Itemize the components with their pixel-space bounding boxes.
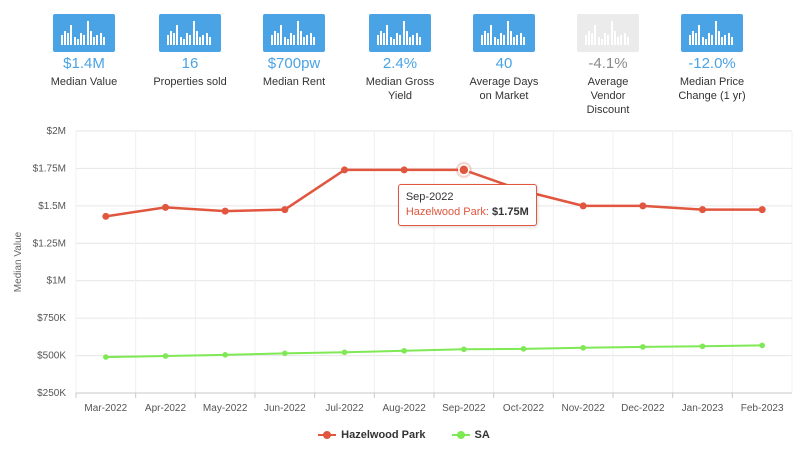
x-tick-label: Sep-2022 <box>442 403 486 414</box>
data-point <box>102 212 110 220</box>
data-point <box>162 203 169 211</box>
data-point <box>222 352 228 358</box>
x-tick-label: Aug-2022 <box>382 403 426 414</box>
y-tick-label: $500K <box>37 351 66 362</box>
legend-marker-icon <box>318 430 337 440</box>
y-tick-label: $250K <box>37 388 66 399</box>
data-point <box>461 346 467 353</box>
y-axis-title: Median Value <box>13 231 24 292</box>
data-point <box>580 344 586 351</box>
bar-chart-icon <box>263 14 325 52</box>
stat-label: Median Price Change (1 yr) <box>678 76 746 102</box>
bar-chart-icon <box>577 14 639 52</box>
data-point <box>758 206 766 214</box>
y-tick-label: $1.5M <box>38 201 66 212</box>
x-tick-label: Jun-2022 <box>264 403 306 414</box>
stat-value: 2.4% <box>382 55 418 72</box>
chart-legend: Hazelwood Park SA <box>0 429 808 441</box>
x-tick-label: Jan-2023 <box>682 403 724 414</box>
legend-label: SA <box>474 429 490 441</box>
bar-chart-icon <box>681 14 743 52</box>
bar-chart-icon <box>369 14 431 52</box>
stat-value: -4.1% <box>588 55 628 72</box>
data-point <box>639 202 647 210</box>
stats-bar: $1.4M Median Value 16 Properties sold $7… <box>0 0 808 116</box>
bar-chart-icon <box>53 14 115 52</box>
data-point <box>699 206 706 214</box>
x-tick-label: Dec-2022 <box>621 403 665 414</box>
line-chart: $250K $500K $750K $1M $1.25M $1.5M $1.75M $2M Ma… <box>13 126 793 414</box>
stat-label: Properties sold <box>153 76 227 88</box>
x-tick-label: Feb-2023 <box>741 403 784 414</box>
legend-item-sa[interactable]: SA <box>451 429 490 441</box>
stat-label: Median Rent <box>262 76 326 88</box>
stat-label: Average Days on Market <box>469 76 539 102</box>
series-line-0 <box>105 168 763 218</box>
legend-marker-icon <box>451 430 470 440</box>
stat-value: $700pw <box>267 55 321 72</box>
data-point <box>162 353 169 359</box>
series-line-1 <box>105 344 763 359</box>
stat-label: Average Vendor Discount <box>586 76 630 116</box>
tooltip-date: Sep-2022 <box>405 190 454 203</box>
stat-tile[interactable]: -4.1% Average Vendor Discount <box>556 14 660 117</box>
stat-tile[interactable]: 2.4% Median Gross Yield <box>348 14 452 103</box>
x-tick-label: Nov-2022 <box>561 403 605 414</box>
stat-value: -12.0% <box>688 55 736 72</box>
stat-value: $1.4M <box>63 55 105 72</box>
legend-item-hazelwood-park[interactable]: Hazelwood Park <box>318 429 426 441</box>
x-tick-label: Mar-2022 <box>84 403 127 414</box>
stat-value: 16 <box>181 55 199 72</box>
stat-tile[interactable]: 16 Properties sold <box>138 14 242 89</box>
data-point <box>341 349 348 356</box>
stat-tile[interactable]: $700pw Median Rent <box>242 14 346 89</box>
x-tick-label: Jul-2022 <box>325 403 364 414</box>
y-tick-label: $1M <box>47 276 66 287</box>
y-tick-label: $750K <box>37 313 66 324</box>
data-point <box>401 347 407 354</box>
data-point <box>221 207 229 215</box>
stat-tile[interactable]: -12.0% Median Price Change (1 yr) <box>660 14 764 103</box>
y-tick-label: $1.75M <box>33 163 66 174</box>
x-tick-label: May-2022 <box>203 403 248 414</box>
data-point <box>400 166 408 174</box>
stat-tile[interactable]: 40 Average Days on Market <box>452 14 556 103</box>
tooltip-series: Hazelwood Park <box>405 205 486 218</box>
y-tick-label: $1.25M <box>33 238 66 249</box>
data-point <box>281 206 289 214</box>
hover-point <box>458 164 470 176</box>
legend-label: Hazelwood Park <box>341 429 426 441</box>
stat-value: 40 <box>495 55 513 72</box>
bar-chart-icon <box>159 14 221 52</box>
data-point <box>103 354 109 360</box>
x-tick-label: Oct-2022 <box>503 403 545 414</box>
data-point <box>640 344 646 350</box>
data-point <box>341 166 348 174</box>
tooltip-value: $1.75M <box>492 205 529 218</box>
stat-label: Median Value <box>50 76 118 88</box>
data-point <box>579 202 587 210</box>
data-point <box>759 342 765 349</box>
bar-chart-icon <box>473 14 535 52</box>
stat-label: Median Gross Yield <box>365 76 435 102</box>
x-tick-label: Apr-2022 <box>145 403 187 414</box>
stat-tile[interactable]: $1.4M Median Value <box>32 14 136 89</box>
chart-tooltip: Sep-2022 Hazelwood Park: $1.75M <box>397 183 537 226</box>
y-tick-label: $2M <box>47 126 66 137</box>
data-point <box>282 350 288 357</box>
data-point <box>520 346 527 352</box>
data-point <box>699 343 706 350</box>
